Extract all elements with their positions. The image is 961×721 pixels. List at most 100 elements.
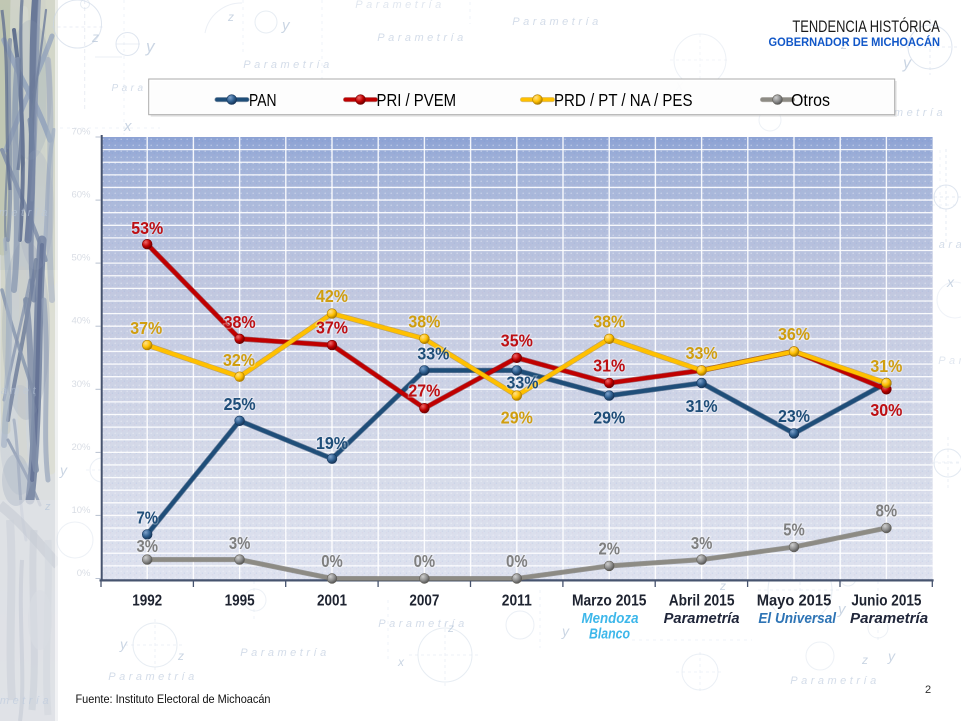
svg-text:Blanco: Blanco: [589, 627, 630, 643]
svg-text:Parametría: Parametría: [850, 611, 928, 627]
svg-text:ara: ara: [939, 239, 961, 251]
svg-text:2007: 2007: [409, 593, 439, 610]
svg-text:metría: metría: [894, 107, 946, 119]
svg-text:31%: 31%: [593, 356, 625, 376]
svg-text:z: z: [227, 10, 234, 24]
svg-text:42%: 42%: [316, 286, 348, 306]
svg-text:33%: 33%: [507, 373, 539, 393]
svg-text:z: z: [447, 621, 454, 635]
svg-text:y: y: [837, 601, 847, 618]
svg-text:y: y: [281, 17, 291, 34]
svg-text:x: x: [946, 274, 955, 290]
svg-text:50%: 50%: [71, 253, 91, 264]
svg-text:36%: 36%: [778, 324, 810, 344]
svg-text:35%: 35%: [501, 331, 533, 351]
svg-text:0%: 0%: [414, 551, 436, 571]
svg-text:Parametría: Parametría: [664, 611, 740, 627]
svg-text:y: y: [902, 55, 912, 72]
svg-text:2%: 2%: [598, 539, 620, 559]
svg-text:30%: 30%: [870, 400, 902, 420]
svg-text:0%: 0%: [506, 551, 528, 571]
svg-text:23%: 23%: [778, 406, 810, 426]
svg-text:PRD / PT / NA / PES: PRD / PT / NA / PES: [554, 90, 693, 110]
svg-text:3%: 3%: [229, 533, 251, 553]
svg-text:3%: 3%: [691, 533, 713, 553]
svg-text:3%: 3%: [136, 536, 158, 556]
svg-text:27%: 27%: [408, 381, 440, 401]
svg-text:25%: 25%: [224, 394, 256, 414]
svg-text:32%: 32%: [223, 350, 255, 370]
svg-text:27%: 27%: [408, 381, 440, 401]
svg-text:30%: 30%: [71, 379, 91, 390]
svg-text:33%: 33%: [686, 343, 718, 363]
svg-text:Par: Par: [938, 355, 961, 367]
svg-text:Blanco: Blanco: [589, 627, 630, 643]
svg-text:TENDENCIA HISTÓRICA: TENDENCIA HISTÓRICA: [792, 17, 940, 36]
svg-text:El Universal: El Universal: [758, 611, 837, 627]
svg-text:Parametría: Parametría: [243, 59, 332, 71]
svg-text:z: z: [861, 653, 868, 667]
svg-text:ametría: ametría: [0, 207, 51, 219]
svg-text:33%: 33%: [686, 343, 718, 363]
svg-text:37%: 37%: [316, 318, 348, 338]
svg-text:53%: 53%: [131, 218, 163, 238]
svg-text:Abril 2015: Abril 2015: [669, 593, 735, 610]
svg-text:Parametría: Parametría: [108, 671, 197, 683]
svg-text:37%: 37%: [130, 318, 162, 338]
svg-text:31%: 31%: [686, 396, 718, 416]
svg-text:0%: 0%: [414, 551, 436, 571]
svg-text:Parametría: Parametría: [664, 611, 740, 627]
svg-text:60%: 60%: [71, 190, 91, 201]
svg-text:33%: 33%: [417, 344, 449, 364]
svg-text:Parametría: Parametría: [790, 675, 879, 687]
svg-text:29%: 29%: [501, 408, 533, 428]
svg-text:38%: 38%: [408, 312, 440, 332]
svg-text:19%: 19%: [316, 433, 348, 453]
svg-text:PRI / PVEM: PRI / PVEM: [377, 90, 457, 110]
svg-text:Fuente: Instituto Electoral de: Fuente: Instituto Electoral de Michoacán: [76, 692, 271, 706]
svg-text:El Universal: El Universal: [758, 611, 837, 627]
svg-text:40%: 40%: [71, 316, 91, 327]
svg-text:2: 2: [925, 684, 931, 696]
svg-text:8%: 8%: [876, 501, 898, 521]
svg-text:0%: 0%: [77, 568, 91, 579]
svg-text:z: z: [91, 29, 99, 45]
svg-text:y: y: [887, 648, 896, 664]
svg-text:70%: 70%: [71, 127, 91, 138]
svg-text:1992: 1992: [132, 593, 162, 610]
svg-text:Mendoza: Mendoza: [582, 611, 639, 627]
svg-text:33%: 33%: [417, 344, 449, 364]
svg-text:37%: 37%: [316, 318, 348, 338]
svg-text:38%: 38%: [593, 312, 625, 332]
svg-text:38%: 38%: [593, 312, 625, 332]
svg-text:20%: 20%: [71, 442, 91, 453]
svg-text:5%: 5%: [783, 520, 805, 540]
svg-text:0%: 0%: [506, 551, 528, 571]
svg-text:29%: 29%: [593, 408, 625, 428]
svg-text:GOBERNADOR DE MICHOACÁN: GOBERNADOR DE MICHOACÁN: [769, 34, 941, 49]
svg-text:z: z: [44, 501, 51, 513]
svg-text:2011: 2011: [502, 593, 532, 610]
svg-text:Parametría: Parametría: [378, 618, 467, 630]
svg-text:32%: 32%: [223, 350, 255, 370]
svg-text:53%: 53%: [131, 218, 163, 238]
svg-text:3%: 3%: [691, 533, 713, 553]
svg-text:0%: 0%: [321, 551, 343, 571]
svg-text:2%: 2%: [598, 539, 620, 559]
svg-text:Otros: Otros: [791, 90, 830, 110]
svg-text:Mayo 2015: Mayo 2015: [757, 593, 832, 610]
svg-text:8%: 8%: [876, 501, 898, 521]
svg-text:38%: 38%: [224, 312, 256, 332]
svg-text:x: x: [123, 118, 132, 135]
svg-text:29%: 29%: [593, 408, 625, 428]
svg-text:25%: 25%: [224, 394, 256, 414]
svg-text:Parametría: Parametría: [240, 647, 329, 659]
svg-text:19%: 19%: [316, 433, 348, 453]
svg-text:Parametría: Parametría: [377, 32, 466, 44]
svg-text:x: x: [397, 655, 405, 669]
svg-text:Para: Para: [111, 83, 146, 94]
svg-text:31%: 31%: [870, 356, 902, 376]
svg-text:amet: amet: [1, 385, 39, 397]
svg-text:31%: 31%: [593, 356, 625, 376]
svg-text:Junio 2015: Junio 2015: [851, 593, 921, 610]
